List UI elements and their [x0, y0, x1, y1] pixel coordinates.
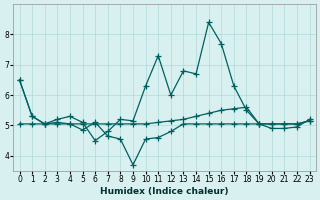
X-axis label: Humidex (Indice chaleur): Humidex (Indice chaleur)	[100, 187, 229, 196]
